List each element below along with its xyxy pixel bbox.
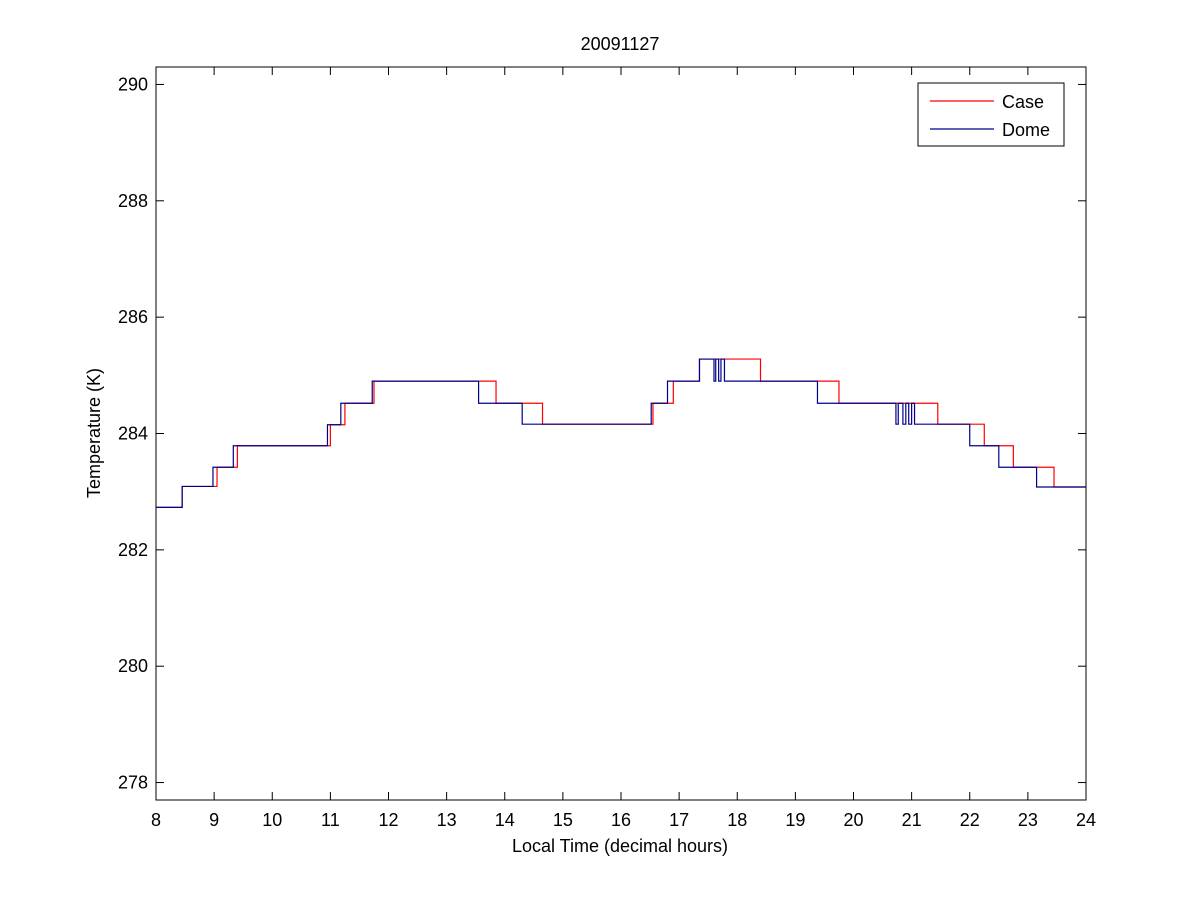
series-line-case xyxy=(156,358,1086,508)
legend-label-dome: Dome xyxy=(1002,120,1050,140)
x-tick-label: 21 xyxy=(902,810,922,830)
x-axis-label: Local Time (decimal hours) xyxy=(512,836,728,856)
x-tick-label: 17 xyxy=(669,810,689,830)
x-tick-label: 10 xyxy=(262,810,282,830)
x-tick-label: 24 xyxy=(1076,810,1096,830)
legend-label-case: Case xyxy=(1002,92,1044,112)
y-tick-label: 286 xyxy=(118,307,148,327)
y-tick-label: 284 xyxy=(118,424,148,444)
y-tick-label: 282 xyxy=(118,540,148,560)
chart-title: 20091127 xyxy=(581,34,660,54)
y-tick-label: 288 xyxy=(118,191,148,211)
series-line-dome xyxy=(156,358,1086,508)
x-tick-label: 13 xyxy=(437,810,457,830)
y-tick-label: 280 xyxy=(118,656,148,676)
legend: Case Dome xyxy=(917,82,1065,147)
y-axis-label: Temperature (K) xyxy=(84,368,104,498)
x-tick-label: 23 xyxy=(1018,810,1038,830)
y-tick-label: 290 xyxy=(118,74,148,94)
x-tick-label: 8 xyxy=(151,810,161,830)
x-tick-label: 20 xyxy=(843,810,863,830)
axes-frame xyxy=(155,66,1087,801)
y-tick-label: 278 xyxy=(118,773,148,793)
x-tick-label: 12 xyxy=(378,810,398,830)
x-tick-label: 11 xyxy=(321,810,340,830)
x-tick-label: 22 xyxy=(960,810,980,830)
x-tick-label: 18 xyxy=(727,810,747,830)
x-tick-label: 16 xyxy=(611,810,631,830)
x-tick-label: 14 xyxy=(495,810,515,830)
x-tick-label: 19 xyxy=(785,810,805,830)
legend-box xyxy=(917,82,1065,147)
plot-area: 8 9 10 11 12 13 14 15 16 17 18 19 20 21 22 23 24 278 280 28… xyxy=(118,66,1096,830)
x-tick-label: 9 xyxy=(209,810,219,830)
x-tick-label: 15 xyxy=(553,810,573,830)
